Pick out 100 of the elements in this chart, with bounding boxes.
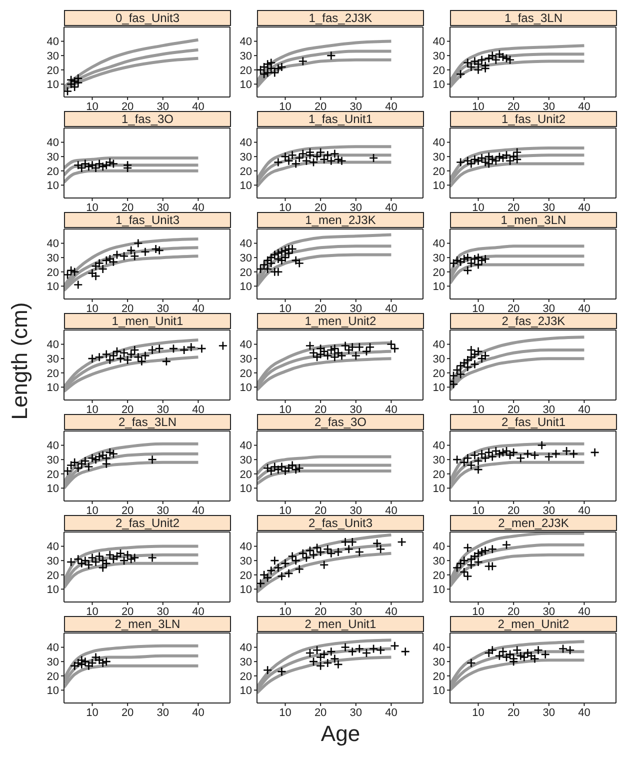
x-tick-label: 10 — [472, 706, 484, 719]
y-tick-label: 20 — [432, 670, 445, 683]
y-tick-label: 10 — [46, 685, 59, 698]
x-tick-label: 40 — [385, 202, 398, 214]
x-tick-label: 40 — [192, 302, 204, 315]
y-tick-label: 20 — [240, 166, 252, 178]
y-tick-label: 40 — [432, 642, 445, 654]
y-tick-label: 20 — [432, 166, 445, 178]
x-tick-label: 40 — [192, 100, 204, 113]
y-tick-label: 20 — [46, 166, 59, 178]
y-tick-label: 20 — [46, 570, 59, 582]
y-tick-label: 40 — [240, 642, 252, 654]
x-tick-label: 30 — [350, 606, 362, 618]
y-tick-label: 30 — [46, 50, 59, 62]
x-tick-label: 10 — [472, 100, 484, 113]
y-tick-label: 30 — [432, 555, 445, 568]
x-tick-label: 30 — [350, 100, 362, 113]
y-tick-label: 40 — [432, 339, 445, 352]
x-tick-label: 10 — [86, 302, 98, 315]
y-tick-label: 30 — [46, 353, 59, 366]
x-tick-label: 30 — [542, 100, 556, 113]
y-tick-label: 10 — [432, 180, 445, 192]
x-tick-label: 10 — [279, 202, 292, 214]
y-tick-label: 40 — [240, 440, 252, 452]
y-tick-label: 30 — [46, 252, 59, 264]
x-tick-label: 30 — [156, 202, 170, 214]
y-tick-label: 30 — [432, 353, 445, 366]
x-tick-label: 40 — [578, 202, 590, 214]
y-tick-label: 30 — [240, 151, 252, 164]
y-tick-label: 40 — [432, 36, 445, 48]
chart-title: 1_men_2J3K — [257, 212, 424, 228]
chart-title: 2_fas_3O — [257, 414, 424, 430]
y-tick-label: 30 — [432, 50, 445, 62]
chart-title: 2_men_3LN — [64, 616, 231, 632]
y-tick-label: 30 — [46, 151, 59, 164]
y-tick-label: 10 — [432, 382, 445, 394]
chart-title: 1_men_3LN — [450, 212, 617, 228]
x-tick-label: 40 — [192, 706, 204, 719]
x-tick-label: 10 — [472, 404, 484, 416]
x-tick-label: 10 — [279, 404, 292, 416]
y-tick-label: 40 — [432, 541, 445, 554]
y-tick-label: 30 — [240, 656, 252, 668]
y-tick-label: 40 — [240, 238, 252, 250]
y-tick-label: 10 — [240, 483, 252, 496]
x-tick-label: 20 — [507, 302, 520, 315]
x-tick-label: 30 — [350, 504, 362, 517]
x-tick-label: 40 — [578, 606, 590, 618]
chart-title: 0_fas_Unit3 — [64, 10, 231, 26]
chart-title: 2_fas_2J3K — [450, 313, 617, 329]
x-tick-label: 20 — [507, 404, 520, 416]
y-tick-label: 20 — [46, 64, 59, 77]
y-tick-label: 20 — [240, 64, 252, 77]
x-tick-label: 20 — [507, 504, 520, 517]
y-tick-label: 20 — [46, 368, 59, 380]
y-tick-label: 40 — [46, 137, 59, 150]
x-tick-label: 30 — [542, 606, 556, 618]
x-tick-label: 30 — [350, 202, 362, 214]
y-axis-title: Length (cm) — [7, 301, 33, 422]
chart-title: 1_fas_Unit3 — [64, 212, 231, 228]
y-tick-label: 20 — [46, 670, 59, 683]
y-tick-label: 10 — [240, 180, 252, 192]
y-tick-label: 40 — [46, 339, 59, 352]
x-tick-label: 40 — [385, 606, 398, 618]
y-tick-label: 40 — [46, 440, 59, 452]
x-tick-label: 40 — [192, 504, 204, 517]
y-tick-label: 40 — [46, 642, 59, 654]
x-tick-label: 40 — [385, 404, 398, 416]
x-tick-label: 30 — [156, 302, 170, 315]
x-tick-label: 20 — [314, 504, 327, 517]
x-tick-label: 10 — [472, 302, 484, 315]
y-tick-label: 10 — [240, 685, 252, 698]
x-tick-label: 10 — [86, 100, 98, 113]
x-tick-label: 40 — [385, 302, 398, 315]
y-tick-label: 10 — [432, 79, 445, 92]
x-tick-label: 30 — [542, 706, 556, 719]
chart-title: 1_fas_3O — [64, 111, 231, 127]
x-tick-label: 30 — [156, 606, 170, 618]
chart-title: 1_fas_2J3K — [257, 10, 424, 26]
x-tick-label: 20 — [121, 404, 134, 416]
x-tick-label: 20 — [121, 100, 134, 113]
y-tick-label: 30 — [432, 454, 445, 466]
x-tick-label: 10 — [86, 202, 98, 214]
y-tick-label: 30 — [432, 151, 445, 164]
x-tick-label: 30 — [156, 706, 170, 719]
y-tick-label: 40 — [46, 238, 59, 250]
chart-title: 1_fas_Unit2 — [450, 111, 617, 127]
x-tick-label: 10 — [279, 100, 292, 113]
y-tick-label: 10 — [240, 382, 252, 394]
chart-title: 1_fas_3LN — [450, 10, 617, 26]
x-axis-title: Age — [320, 721, 362, 747]
x-tick-label: 30 — [542, 504, 556, 517]
y-tick-label: 30 — [432, 656, 445, 668]
chart-title: 1_fas_Unit1 — [257, 111, 424, 127]
x-tick-label: 10 — [279, 606, 292, 618]
x-tick-label: 20 — [314, 706, 327, 719]
y-tick-label: 10 — [432, 685, 445, 698]
y-tick-label: 30 — [46, 656, 59, 668]
x-tick-label: 20 — [121, 504, 134, 517]
y-tick-label: 20 — [432, 368, 445, 380]
y-tick-label: 30 — [240, 555, 252, 568]
